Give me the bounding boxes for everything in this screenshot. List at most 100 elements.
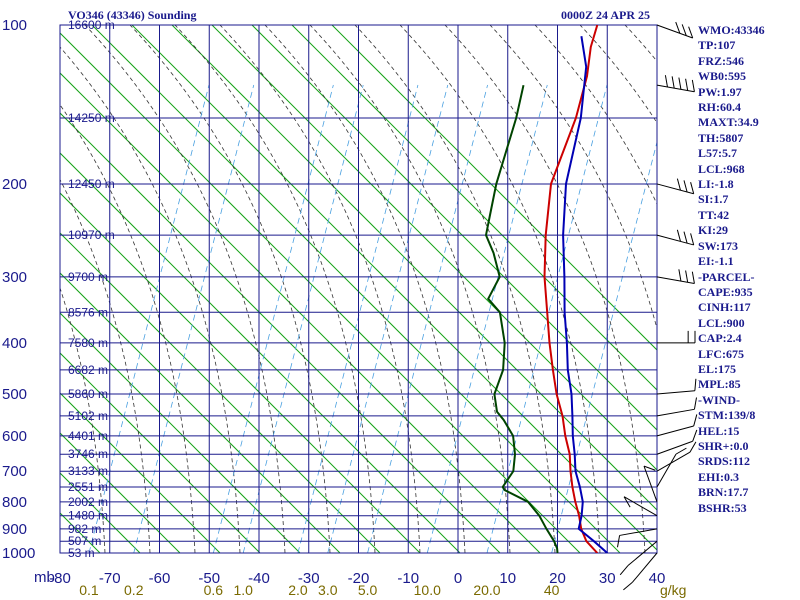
height-label: 3133 m bbox=[68, 464, 108, 478]
barb-staff bbox=[656, 84, 695, 93]
index-item: FRZ:546 bbox=[698, 53, 744, 68]
temp-tick-label: 20 bbox=[549, 570, 566, 587]
barb-flag bbox=[693, 397, 697, 410]
dry-adiabat bbox=[291, 25, 657, 391]
dry-adiabat bbox=[251, 25, 657, 431]
height-label: 5860 m bbox=[68, 387, 108, 401]
mixing-ratio-label: 10.0 bbox=[414, 582, 441, 598]
height-label: 7580 m bbox=[68, 336, 108, 350]
temp-tick-label: -10 bbox=[397, 570, 419, 587]
wind-barb bbox=[657, 330, 696, 344]
mixing-ratio-label: 1.0 bbox=[233, 582, 253, 598]
dry-adiabat bbox=[60, 472, 141, 553]
barb-staff bbox=[656, 425, 694, 437]
dry-adiabat bbox=[60, 192, 421, 553]
barb-staff bbox=[627, 540, 658, 567]
pressure-tick-label: 500 bbox=[2, 386, 27, 403]
dry-adiabat bbox=[60, 432, 181, 553]
height-label: 6682 m bbox=[68, 363, 108, 377]
wind-barb bbox=[656, 378, 697, 395]
index-item: WB0:595 bbox=[698, 69, 746, 84]
pressure-unit-label: mb bbox=[34, 569, 55, 586]
pressure-tick-label: 100 bbox=[2, 17, 27, 34]
mixing-ratio-unit: g/kg bbox=[660, 582, 686, 598]
height-label: 2002 m bbox=[68, 495, 108, 509]
dry-adiabat bbox=[60, 112, 501, 553]
height-label: 982 m bbox=[68, 522, 101, 536]
height-label: 53 m bbox=[68, 546, 95, 560]
height-label: 1480 m bbox=[68, 509, 108, 523]
mixing-ratio-line bbox=[212, 84, 334, 553]
wind-barb bbox=[656, 21, 694, 39]
plot-frame bbox=[59, 24, 658, 554]
pressure-tick-label: 1000 bbox=[2, 545, 35, 562]
index-item: EL:175 bbox=[698, 361, 737, 376]
height-label: 507 m bbox=[68, 534, 101, 548]
temp-tick-label: 0 bbox=[454, 570, 462, 587]
chart-datetime: 0000Z 24 APR 25 bbox=[561, 8, 651, 22]
index-item: MAXT:34.9 bbox=[698, 115, 759, 130]
moist-adiabat bbox=[60, 178, 151, 553]
mixing-ratio-label: 2.0 bbox=[288, 582, 308, 598]
dry-adiabat bbox=[60, 72, 541, 553]
index-item: -PARCEL- bbox=[698, 269, 755, 284]
mixing-ratio-line bbox=[133, 84, 255, 553]
dry-adiabat bbox=[60, 152, 461, 553]
height-label: 16600 m bbox=[68, 18, 115, 32]
dry-adiabat bbox=[60, 392, 221, 553]
dry-adiabat bbox=[131, 25, 657, 551]
index-item: SI:1.7 bbox=[698, 192, 729, 207]
pressure-tick-label: 200 bbox=[2, 176, 27, 193]
mixing-ratio-label: 20.0 bbox=[473, 582, 500, 598]
height-label: 8576 m bbox=[68, 305, 108, 319]
height-label: 14250 m bbox=[68, 111, 115, 125]
temp-tick-label: 40 bbox=[649, 570, 666, 587]
mixing-ratio-line bbox=[551, 140, 657, 553]
mixing-ratio-line bbox=[297, 84, 419, 553]
height-label: 9700 m bbox=[68, 270, 108, 284]
index-item: PW:1.97 bbox=[698, 84, 742, 99]
wind-barbs bbox=[617, 21, 698, 591]
index-item: TT:42 bbox=[698, 207, 730, 222]
moist-adiabat bbox=[579, 25, 657, 124]
temp-tick-label: -50 bbox=[198, 570, 220, 587]
wind-barb bbox=[656, 429, 698, 455]
wind-barb bbox=[656, 414, 698, 437]
mixing-ratio-label: 40 bbox=[544, 582, 560, 598]
mixing-ratio-line bbox=[242, 84, 364, 553]
dewpoint-line bbox=[484, 84, 559, 553]
temperature-line bbox=[543, 25, 599, 553]
moist-adiabat bbox=[354, 25, 556, 553]
wind-barb bbox=[656, 447, 687, 488]
wind-barb bbox=[619, 540, 658, 576]
dry-adiabat bbox=[91, 25, 621, 553]
barb-flag bbox=[691, 271, 695, 284]
barb-flag bbox=[693, 414, 698, 427]
mixing-ratio-line bbox=[367, 84, 488, 553]
barb-flag bbox=[683, 180, 688, 193]
mixing-ratio-label: 5.0 bbox=[358, 582, 378, 598]
index-item: LFC:675 bbox=[698, 346, 744, 361]
barb-flag bbox=[685, 270, 689, 283]
barb-flag bbox=[683, 231, 688, 244]
barb-staff bbox=[656, 390, 695, 395]
index-item: BSHR:53 bbox=[698, 500, 747, 515]
pressure-tick-label: 900 bbox=[2, 521, 27, 538]
pressure-tick-label: 600 bbox=[2, 428, 27, 445]
dry-adiabat bbox=[211, 25, 657, 471]
barb-staff bbox=[656, 440, 693, 455]
temp-tick-label: -80 bbox=[49, 570, 71, 587]
mixing-ratio-label: 0.1 bbox=[79, 582, 99, 598]
moist-adiabat bbox=[444, 25, 646, 553]
barb-flag bbox=[675, 447, 687, 455]
barb-staff bbox=[656, 234, 694, 246]
moist-adiabats bbox=[60, 25, 657, 553]
index-item: WMO:43346 bbox=[698, 23, 765, 37]
wind-barb bbox=[617, 528, 658, 548]
index-item: TH:5807 bbox=[698, 130, 744, 145]
mixing-ratio-label: 0.6 bbox=[204, 582, 224, 598]
barb-flag bbox=[688, 26, 694, 39]
moist-adiabat bbox=[309, 25, 511, 553]
